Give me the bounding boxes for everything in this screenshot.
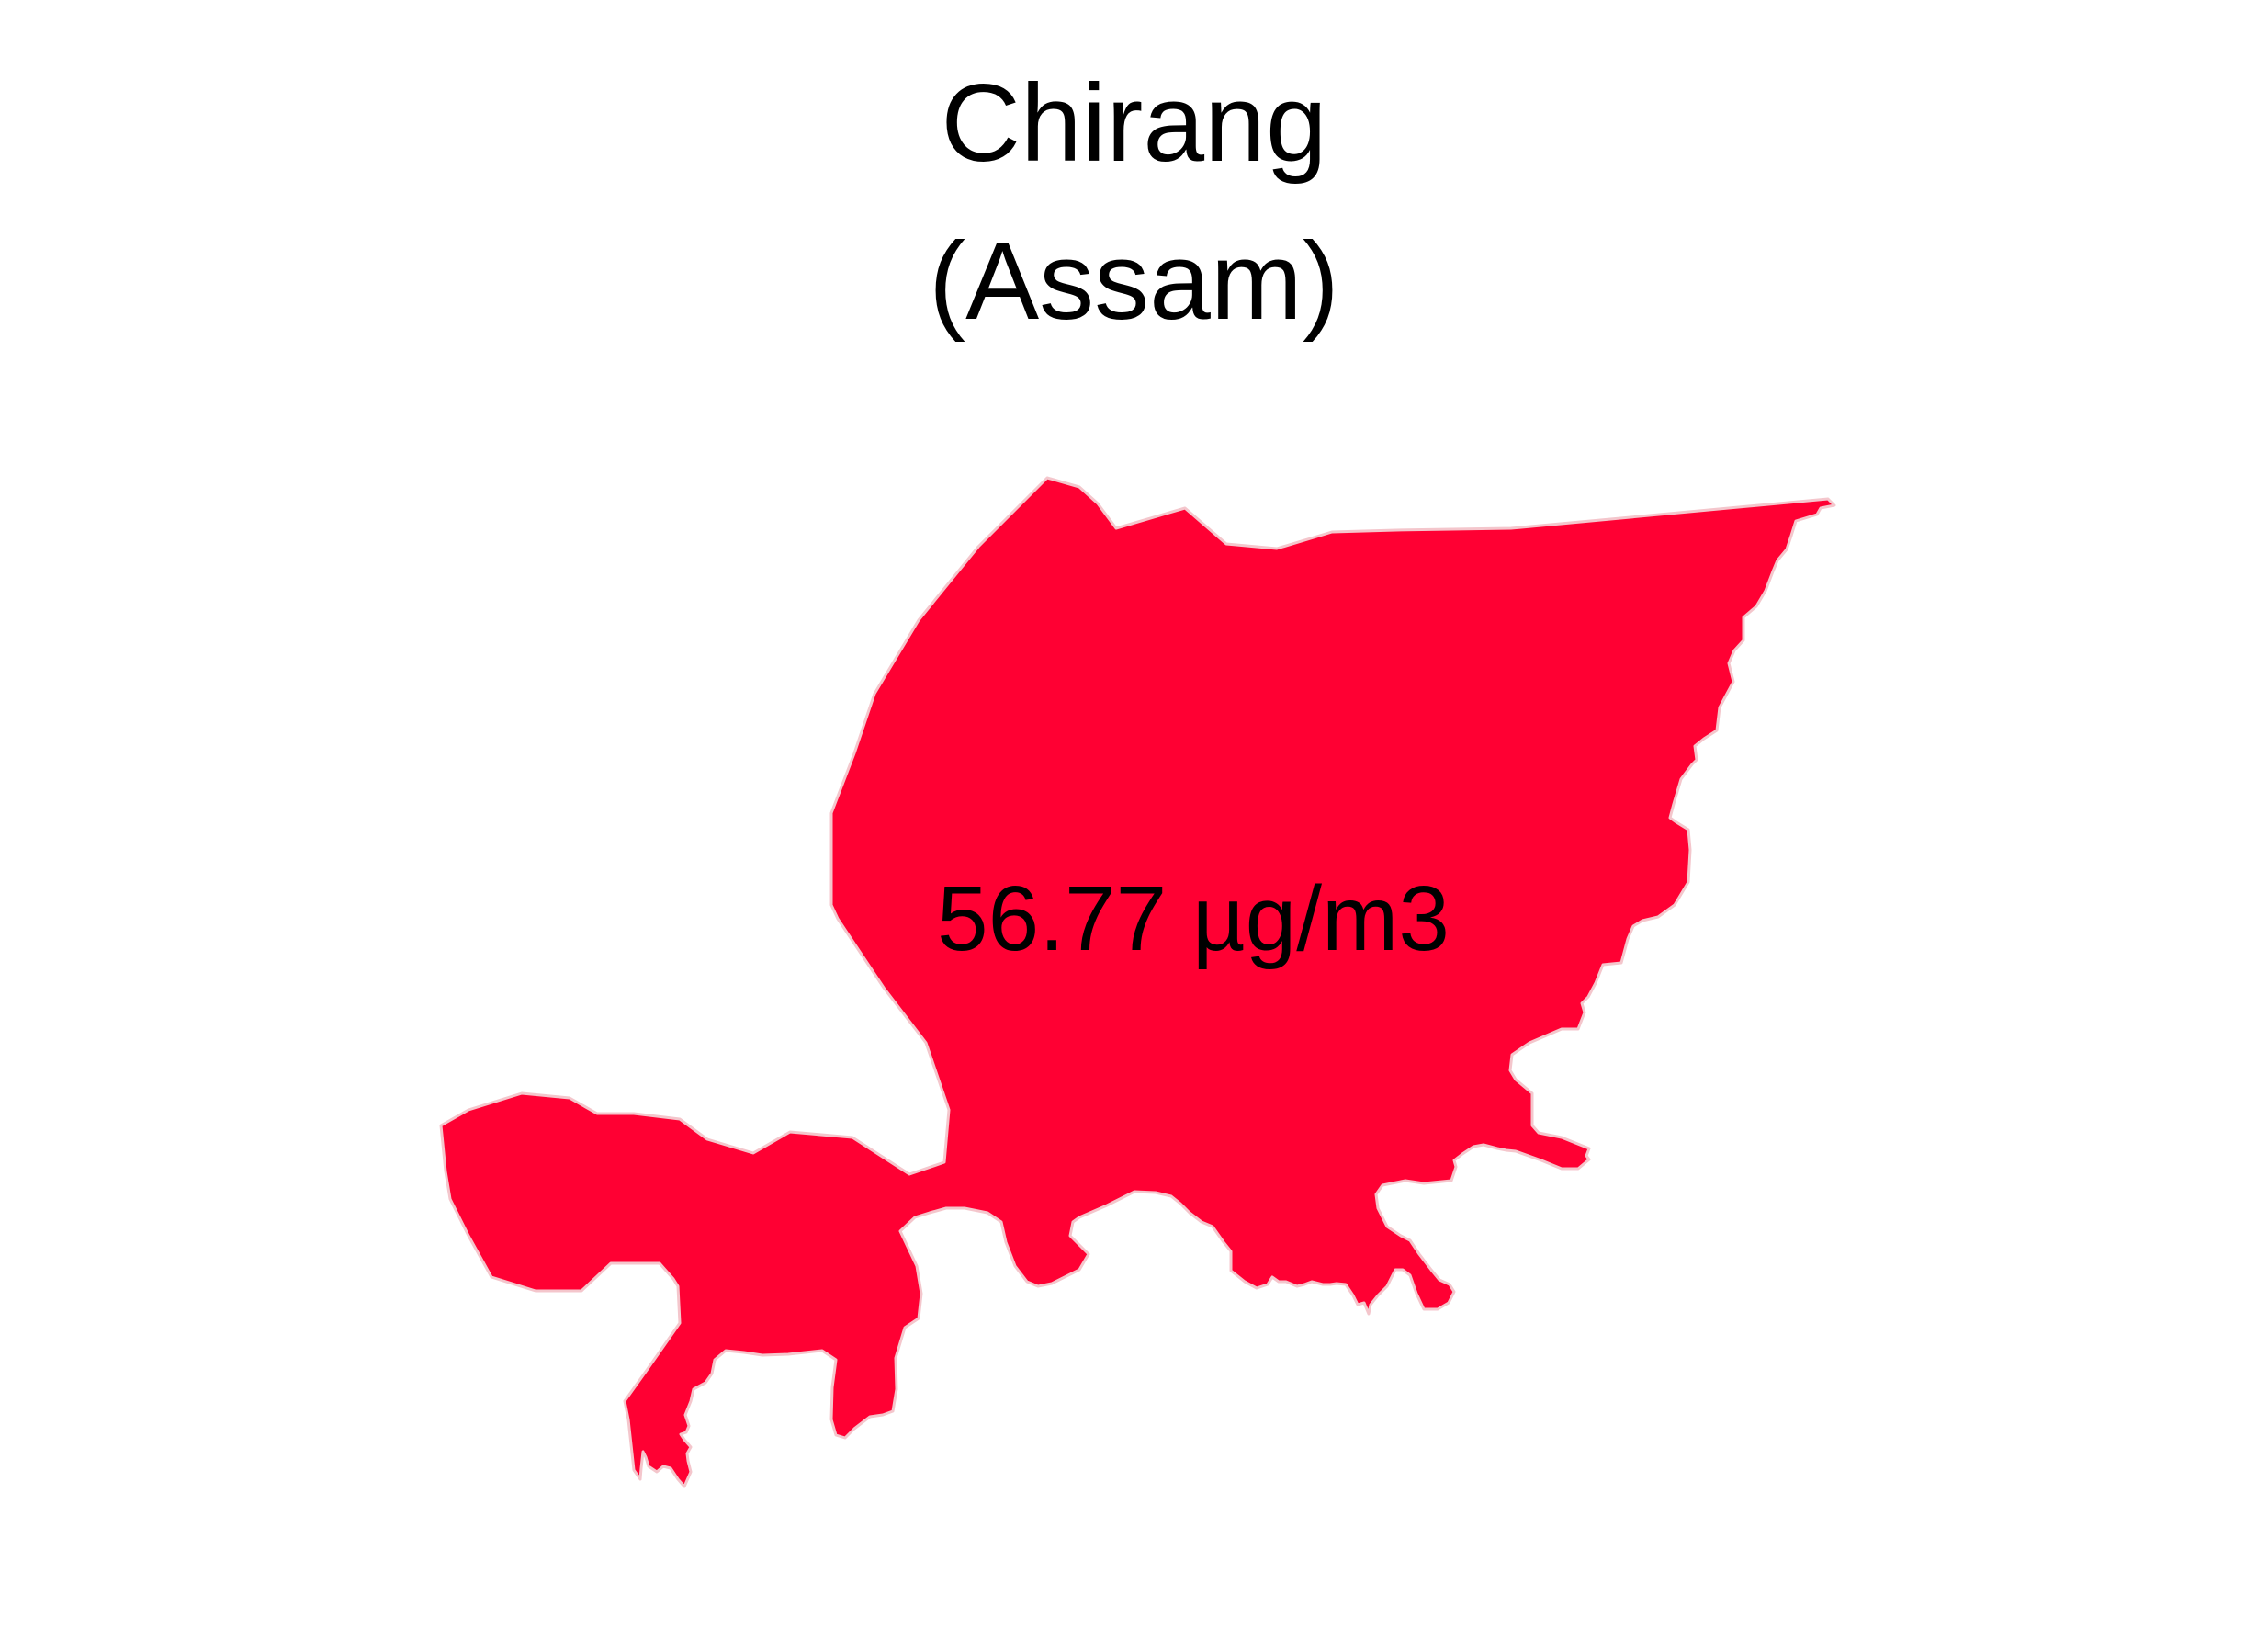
map-title-block: Chirang (Assam) [0, 44, 2268, 360]
pollution-value-label: 56.77 µg/m3 [937, 867, 1450, 970]
map-title: Chirang [941, 62, 1327, 185]
map-subtitle: (Assam) [929, 220, 1339, 343]
district-region-chirang[interactable] [439, 476, 1836, 1488]
